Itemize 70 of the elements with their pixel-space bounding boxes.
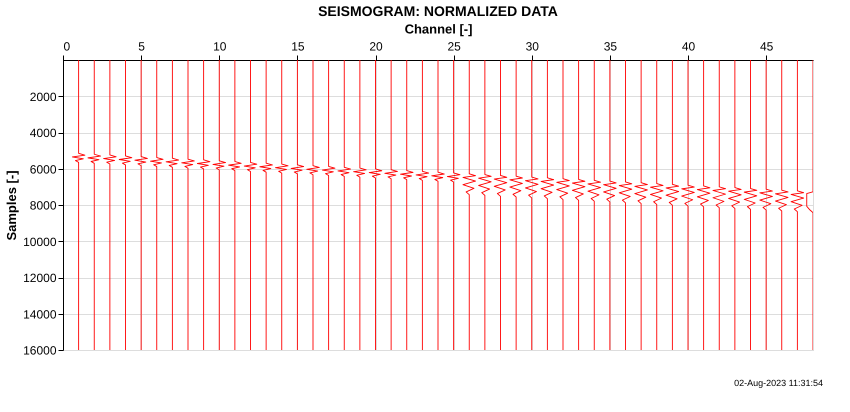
line-series: [259, 60, 273, 350]
x-tick-label: 10: [213, 40, 227, 54]
line-series: [790, 60, 804, 350]
line-series: [681, 60, 695, 350]
y-tick-label: 8000: [30, 198, 57, 212]
line-series: [72, 60, 86, 350]
line-series: [759, 60, 773, 350]
x-tick-label: 25: [447, 40, 462, 54]
line-series: [478, 60, 492, 350]
y-tick-label: 6000: [30, 162, 57, 176]
line-series: [775, 60, 788, 350]
line-series: [556, 60, 570, 350]
line-series: [509, 60, 523, 350]
line-series: [525, 60, 538, 350]
line-series: [244, 60, 258, 350]
x-axis-title: Channel [-]: [404, 22, 472, 36]
line-series: [118, 60, 132, 350]
line-series: [462, 60, 476, 350]
line-series: [666, 60, 680, 350]
x-tick-label: 35: [604, 40, 618, 54]
line-series: [650, 60, 664, 350]
y-tick-label: 2000: [30, 90, 57, 104]
line-series: [572, 60, 586, 350]
line-series: [368, 60, 382, 350]
line-series: [603, 60, 617, 350]
line-series: [806, 60, 813, 350]
line-series: [431, 60, 445, 350]
line-series: [228, 60, 242, 350]
line-series: [212, 60, 226, 350]
x-tick-label: 5: [138, 40, 146, 54]
y-tick-label: 14000: [23, 307, 57, 322]
x-tick-label: 15: [291, 40, 305, 54]
line-series: [306, 60, 320, 350]
line-series: [744, 60, 758, 350]
line-series: [696, 60, 710, 350]
x-tick-label: 40: [682, 40, 696, 54]
y-tick-label: 12000: [23, 271, 57, 285]
line-series: [618, 60, 632, 350]
line-series: [134, 60, 148, 350]
y-tick-label: 16000: [23, 344, 57, 358]
line-series: [103, 60, 117, 350]
y-tick-label: 4000: [30, 126, 57, 140]
line-series: [338, 60, 351, 350]
line-series: [353, 60, 367, 350]
line-series: [588, 60, 601, 350]
line-series: [446, 60, 460, 350]
line-series: [540, 60, 554, 350]
line-series: [181, 60, 195, 350]
x-tick-label: 20: [369, 40, 383, 54]
line-series: [275, 60, 288, 350]
chart-title: SEISMOGRAM: NORMALIZED DATA: [318, 3, 558, 19]
line-series: [494, 60, 508, 350]
x-tick-label: 0: [64, 40, 70, 54]
line-series: [290, 60, 304, 350]
text: 02-Aug-2023 11:31:54: [734, 378, 823, 388]
line-series: [416, 60, 430, 350]
x-tick-label: 45: [760, 40, 774, 54]
y-axis-title: Samples [-]: [4, 170, 20, 241]
line-series: [166, 60, 180, 350]
line-series: [712, 60, 726, 350]
y-tick-label: 10000: [23, 234, 57, 249]
line-series: [196, 60, 210, 350]
line-series: [150, 60, 164, 350]
line-series: [88, 60, 101, 350]
line-series: [634, 60, 648, 350]
x-tick-label: 30: [526, 40, 540, 54]
line-series: [728, 60, 742, 350]
line-series: [384, 60, 398, 350]
line-series: [400, 60, 414, 350]
line-series: [322, 60, 336, 350]
